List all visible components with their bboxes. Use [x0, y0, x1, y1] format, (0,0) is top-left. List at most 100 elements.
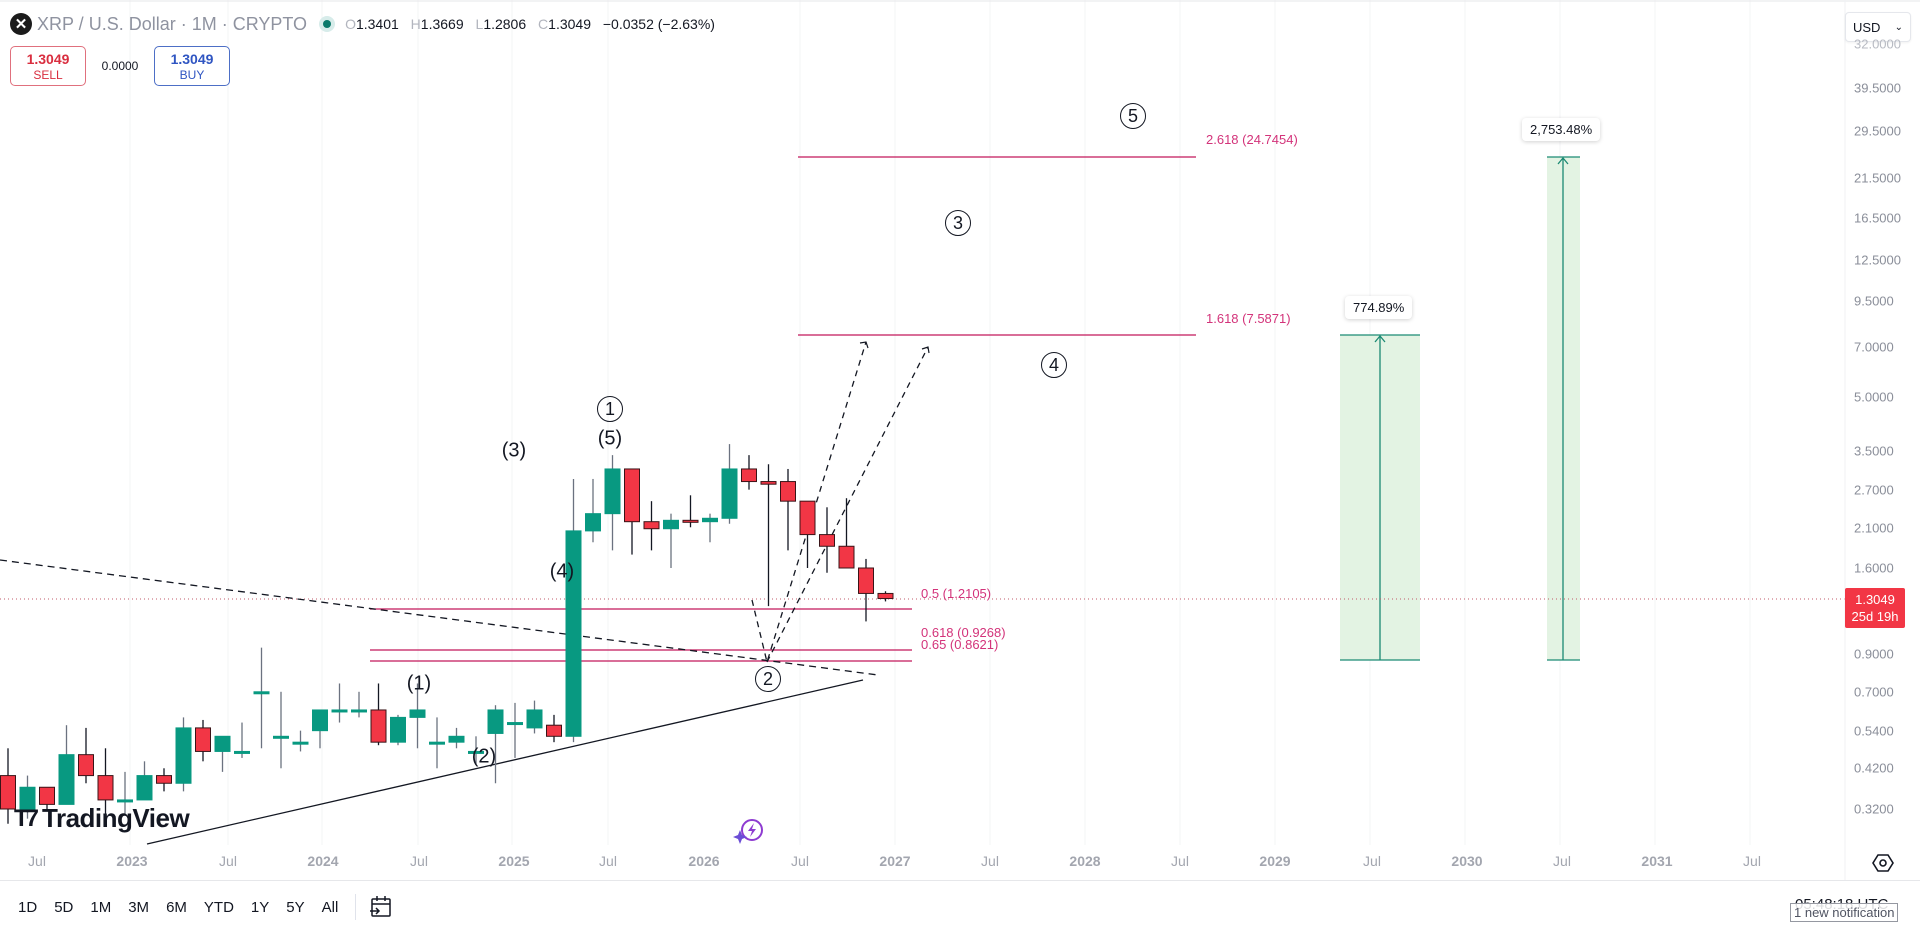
candle-body[interactable]: [682, 519, 699, 523]
wave-circle-1[interactable]: 1: [597, 396, 623, 422]
lightning-assistant-icon[interactable]: [732, 816, 768, 846]
ohlc-values: O1.3401 H1.3669 L1.2806 C1.3049 −0.0352 …: [345, 16, 715, 32]
candle-body[interactable]: [565, 530, 582, 737]
wave-circle-4[interactable]: 4: [1041, 352, 1067, 378]
sell-button[interactable]: 1.3049 SELL: [10, 46, 86, 86]
ascending-trendline: [146, 679, 864, 845]
candle-body[interactable]: [39, 786, 55, 805]
candle-body[interactable]: [234, 750, 250, 754]
candle-body[interactable]: [409, 709, 426, 718]
candle-body[interactable]: [819, 534, 835, 547]
fib-label-065[interactable]: 0.65 (0.8621): [921, 637, 999, 652]
candle-body[interactable]: [448, 735, 465, 743]
range-ytd[interactable]: YTD: [203, 898, 234, 916]
range-all[interactable]: All: [321, 898, 339, 916]
chevron-down-icon: ⌄: [1894, 21, 1903, 33]
candle-body[interactable]: [312, 709, 328, 732]
candle-body[interactable]: [780, 481, 796, 502]
range-3m[interactable]: 3M: [128, 898, 150, 916]
candle-body[interactable]: [585, 513, 601, 532]
candle-body[interactable]: [487, 709, 504, 734]
tradingview-mark-icon: T7: [14, 804, 39, 832]
chart-settings-icon[interactable]: [1872, 852, 1894, 874]
candle-body[interactable]: [721, 468, 738, 519]
wave-label-4[interactable]: (4): [549, 560, 575, 583]
wave-label-5[interactable]: (5): [597, 427, 623, 450]
measure-label-2753[interactable]: 2,753.48%: [1522, 118, 1601, 141]
bottom-toolbar: 1D 5D 1M 3M 6M YTD 1Y 5Y All: [18, 894, 394, 920]
candle-body[interactable]: [702, 517, 718, 523]
candle-body[interactable]: [838, 545, 855, 569]
candle-body[interactable]: [741, 468, 757, 483]
trade-buttons: 1.3049 SELL 0.0000 1.3049 BUY: [10, 46, 230, 86]
fib-label-05[interactable]: 0.5 (1.2105): [921, 586, 992, 601]
calendar-goto-icon[interactable]: [368, 894, 394, 920]
low-value: 1.2806: [483, 16, 527, 32]
candle-body[interactable]: [370, 709, 387, 743]
spread-value: 0.0000: [101, 59, 139, 73]
fib-label-1618[interactable]: 1.618 (7.5871): [1206, 311, 1291, 326]
axis-separator: [0, 880, 1920, 881]
range-5y[interactable]: 5Y: [286, 898, 305, 916]
candle-body[interactable]: [97, 775, 114, 801]
tradingview-logo[interactable]: T7 TradingView: [14, 803, 190, 833]
candle-body[interactable]: [19, 786, 36, 810]
candle-body[interactable]: [663, 519, 679, 530]
bar-countdown: 25d 19h: [1851, 609, 1899, 624]
range-1y[interactable]: 1Y: [250, 898, 270, 916]
candle-body[interactable]: [760, 481, 777, 485]
candle-body[interactable]: [429, 741, 445, 745]
wave-label-2[interactable]: (2): [471, 745, 497, 768]
candle-body[interactable]: [58, 754, 75, 805]
range-1d[interactable]: 1D: [18, 898, 38, 916]
candle-body[interactable]: [331, 709, 348, 713]
fib-lines: [370, 156, 1196, 662]
market-status-icon[interactable]: [319, 16, 336, 32]
close-value: 1.3049: [548, 16, 591, 32]
toolbar-divider: [355, 894, 357, 920]
candle-body[interactable]: [292, 741, 309, 745]
candle-body[interactable]: [78, 754, 94, 777]
wave-circle-5[interactable]: 5: [1120, 103, 1146, 129]
candle-body[interactable]: [351, 709, 367, 713]
candle-body[interactable]: [643, 521, 660, 530]
candle-body[interactable]: [390, 716, 406, 743]
candle-body[interactable]: [214, 735, 231, 752]
wave-circle-2[interactable]: 2: [755, 666, 781, 692]
currency-select[interactable]: USD ⌄: [1845, 12, 1911, 42]
fib-label-0618[interactable]: 0.618 (0.9268): [921, 625, 1006, 640]
candle-body[interactable]: [117, 799, 133, 803]
measure-label-774[interactable]: 774.89%: [1345, 296, 1413, 319]
candle-body[interactable]: [858, 567, 874, 594]
current-price-tag: 1.3049 25d 19h: [1845, 588, 1905, 628]
candle-body[interactable]: [273, 735, 289, 739]
candle-body[interactable]: [253, 691, 270, 695]
range-6m[interactable]: 6M: [166, 898, 187, 916]
candle-body[interactable]: [468, 750, 484, 754]
candle-body[interactable]: [156, 775, 172, 784]
wave-circle-3[interactable]: 3: [945, 210, 971, 236]
wave-label-3[interactable]: (3): [501, 439, 527, 462]
range-5d[interactable]: 5D: [54, 898, 74, 916]
candle-body[interactable]: [195, 727, 211, 752]
buy-button[interactable]: 1.3049 BUY: [154, 46, 230, 86]
candle-body[interactable]: [526, 709, 543, 729]
candle-body[interactable]: [877, 592, 894, 600]
candle-body[interactable]: [799, 500, 816, 536]
candle-body[interactable]: [507, 722, 523, 726]
candle-body[interactable]: [546, 724, 562, 737]
fib-label-2618[interactable]: 2.618 (24.7454): [1206, 132, 1298, 147]
range-1m[interactable]: 1M: [90, 898, 112, 916]
candle-body[interactable]: [624, 468, 640, 523]
candle-body[interactable]: [136, 775, 153, 801]
candle-body[interactable]: [0, 775, 16, 810]
open-value: 1.3401: [355, 16, 399, 32]
symbol-legend[interactable]: ✕ XRP / U.S. Dollar · 1M · CRYPTO O1.340…: [10, 13, 715, 35]
candle-body[interactable]: [604, 468, 621, 515]
candle-body[interactable]: [175, 727, 192, 784]
symbol-title[interactable]: XRP / U.S. Dollar · 1M · CRYPTO: [37, 13, 308, 34]
wave-label-1[interactable]: (1): [406, 672, 432, 695]
notification-toast[interactable]: 1 new notification: [1790, 903, 1899, 922]
high-value: 1.3669: [420, 16, 464, 32]
